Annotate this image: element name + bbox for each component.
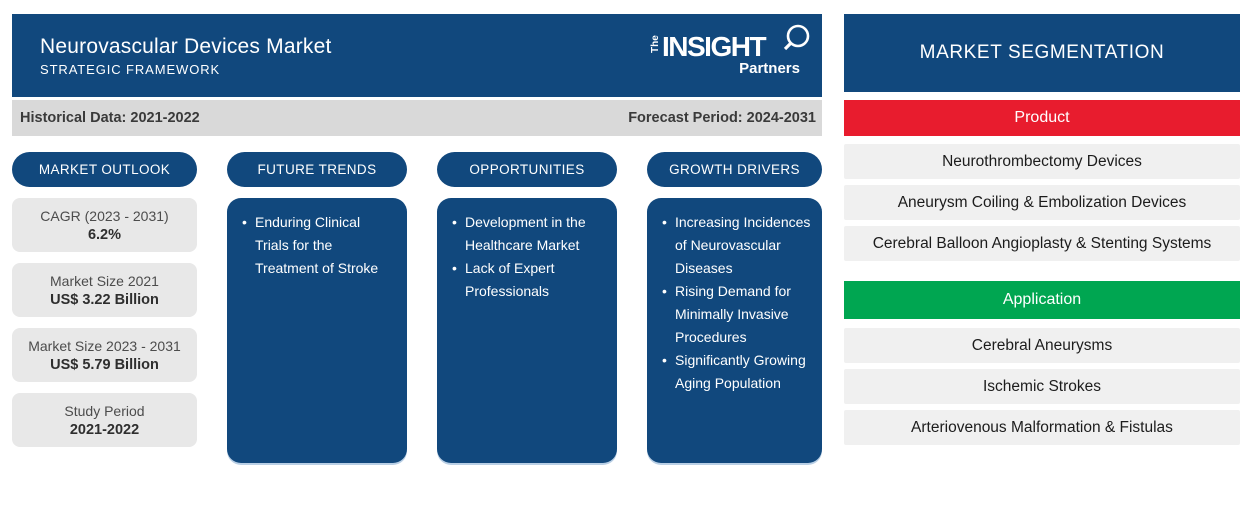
stat-value: 6.2% xyxy=(87,226,122,243)
framework-columns: MARKET OUTLOOK CAGR (2023 - 2031) 6.2% M… xyxy=(12,152,822,463)
segment-item: Neurothrombectomy Devices xyxy=(844,144,1240,179)
page-title: Neurovascular Devices Market xyxy=(40,34,332,58)
logo-the-text: The xyxy=(650,34,661,53)
bullet-item: Lack of Expert Professionals xyxy=(452,257,607,303)
stat-value: 2021-2022 xyxy=(69,421,140,438)
stat-card-market-size-2023-2031: Market Size 2023 - 2031 US$ 5.79 Billion xyxy=(12,328,197,382)
segment-item: Cerebral Balloon Angioplasty & Stenting … xyxy=(844,226,1240,261)
bullet-item: Significantly Growing Aging Population xyxy=(662,349,812,395)
logo-insight-text: INSIGHT xyxy=(662,30,767,62)
opportunities-list: Development in the Healthcare Market Lac… xyxy=(452,211,607,303)
stat-card-study-period: Study Period 2021-2022 xyxy=(12,393,197,447)
future-trends-list: Enduring Clinical Trials for the Treatme… xyxy=(242,211,397,280)
insight-partners-logo: The INSIGHT Partners xyxy=(650,24,810,85)
forecast-period-label: Forecast Period: 2024-2031 xyxy=(628,110,816,126)
logo-partners-text: Partners xyxy=(739,59,800,77)
stat-card-cagr: CAGR (2023 - 2031) 6.2% xyxy=(12,198,197,252)
application-items: Cerebral Aneurysms Ischemic Strokes Arte… xyxy=(844,328,1240,445)
report-header: Neurovascular Devices Market STRATEGIC F… xyxy=(12,14,822,97)
page-subtitle: STRATEGIC FRAMEWORK xyxy=(40,61,221,77)
market-segmentation-panel: MARKET SEGMENTATION Product Neurothrombe… xyxy=(844,14,1240,445)
market-outlook-pill: MARKET OUTLOOK xyxy=(12,152,197,187)
product-items: Neurothrombectomy Devices Aneurysm Coili… xyxy=(844,144,1240,261)
market-outlook-stats: CAGR (2023 - 2031) 6.2% Market Size 2021… xyxy=(12,198,197,447)
magnifier-icon xyxy=(783,24,810,50)
stat-value: US$ 3.22 Billion xyxy=(50,291,159,308)
product-section-bar: Product xyxy=(844,100,1240,136)
future-trends-pill: FUTURE TRENDS xyxy=(227,152,407,187)
segmentation-title: MARKET SEGMENTATION xyxy=(844,14,1240,92)
stat-label: CAGR (2023 - 2031) xyxy=(40,207,169,224)
bullet-item: Enduring Clinical Trials for the Treatme… xyxy=(242,211,397,280)
bullet-item: Development in the Healthcare Market xyxy=(452,211,607,257)
opportunities-card: Development in the Healthcare Market Lac… xyxy=(437,198,617,463)
growth-drivers-card: Increasing Incidences of Neurovascular D… xyxy=(647,198,822,463)
column-opportunities: OPPORTUNITIES Development in the Healthc… xyxy=(437,152,617,463)
stat-value: US$ 5.79 Billion xyxy=(50,356,159,373)
column-growth-drivers: GROWTH DRIVERS Increasing Incidences of … xyxy=(647,152,822,463)
stat-card-market-size-2021: Market Size 2021 US$ 3.22 Billion xyxy=(12,263,197,317)
growth-drivers-pill: GROWTH DRIVERS xyxy=(647,152,822,187)
main-content-region: Neurovascular Devices Market STRATEGIC F… xyxy=(12,14,822,463)
bullet-item: Increasing Incidences of Neurovascular D… xyxy=(662,211,812,280)
column-future-trends: FUTURE TRENDS Enduring Clinical Trials f… xyxy=(227,152,407,463)
stat-label: Market Size 2021 xyxy=(50,272,159,289)
segment-item: Aneurysm Coiling & Embolization Devices xyxy=(844,185,1240,220)
logo-wordmark: The INSIGHT xyxy=(650,30,767,62)
opportunities-pill: OPPORTUNITIES xyxy=(437,152,617,187)
segment-item: Arteriovenous Malformation & Fistulas xyxy=(844,410,1240,445)
segment-item: Cerebral Aneurysms xyxy=(844,328,1240,363)
historical-data-label: Historical Data: 2021-2022 xyxy=(20,110,200,126)
application-section-bar: Application xyxy=(844,281,1240,319)
segment-item: Ischemic Strokes xyxy=(844,369,1240,404)
column-market-outlook: MARKET OUTLOOK CAGR (2023 - 2031) 6.2% M… xyxy=(12,152,197,463)
header-titles: Neurovascular Devices Market STRATEGIC F… xyxy=(40,35,332,77)
period-bar: Historical Data: 2021-2022 Forecast Peri… xyxy=(12,100,822,136)
stat-label: Market Size 2023 - 2031 xyxy=(28,337,181,354)
bullet-item: Rising Demand for Minimally Invasive Pro… xyxy=(662,280,812,349)
stat-label: Study Period xyxy=(64,402,145,419)
growth-drivers-list: Increasing Incidences of Neurovascular D… xyxy=(662,211,812,395)
future-trends-card: Enduring Clinical Trials for the Treatme… xyxy=(227,198,407,463)
